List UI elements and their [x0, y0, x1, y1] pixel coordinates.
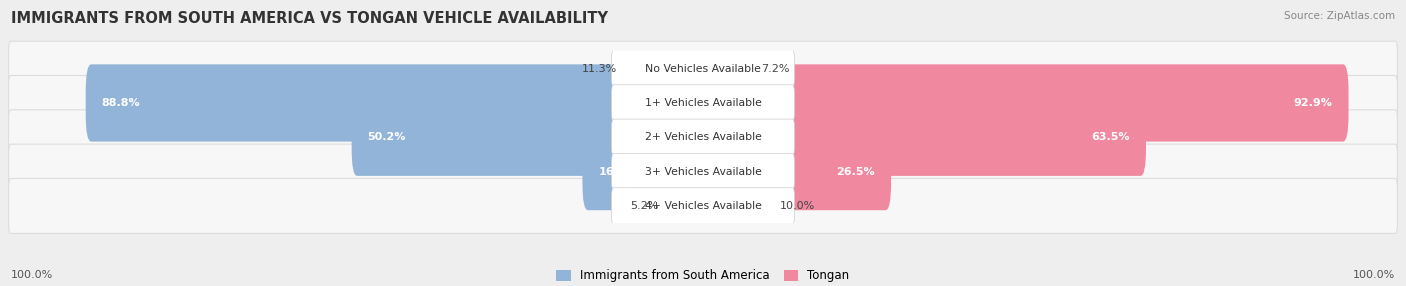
FancyBboxPatch shape — [697, 30, 758, 107]
Text: 88.8%: 88.8% — [101, 98, 141, 108]
Text: 11.3%: 11.3% — [582, 64, 617, 74]
Text: 100.0%: 100.0% — [11, 270, 53, 280]
FancyBboxPatch shape — [8, 110, 1398, 165]
FancyBboxPatch shape — [697, 99, 1146, 176]
Text: 100.0%: 100.0% — [1353, 270, 1395, 280]
FancyBboxPatch shape — [8, 76, 1398, 130]
Text: No Vehicles Available: No Vehicles Available — [645, 64, 761, 74]
Text: 92.9%: 92.9% — [1294, 98, 1333, 108]
Text: 7.2%: 7.2% — [761, 64, 789, 74]
Text: 26.5%: 26.5% — [837, 167, 875, 176]
Legend: Immigrants from South America, Tongan: Immigrants from South America, Tongan — [557, 269, 849, 282]
FancyBboxPatch shape — [612, 85, 794, 121]
FancyBboxPatch shape — [697, 64, 1348, 142]
FancyBboxPatch shape — [8, 178, 1398, 233]
FancyBboxPatch shape — [697, 167, 778, 245]
FancyBboxPatch shape — [612, 50, 794, 87]
Text: 10.0%: 10.0% — [780, 201, 815, 211]
Text: Source: ZipAtlas.com: Source: ZipAtlas.com — [1284, 11, 1395, 21]
Text: 3+ Vehicles Available: 3+ Vehicles Available — [644, 167, 762, 176]
FancyBboxPatch shape — [612, 119, 794, 156]
Text: 5.2%: 5.2% — [630, 201, 659, 211]
Text: 2+ Vehicles Available: 2+ Vehicles Available — [644, 132, 762, 142]
FancyBboxPatch shape — [8, 144, 1398, 199]
FancyBboxPatch shape — [612, 188, 794, 224]
Text: 16.7%: 16.7% — [599, 167, 637, 176]
Text: 63.5%: 63.5% — [1091, 132, 1130, 142]
FancyBboxPatch shape — [352, 99, 709, 176]
FancyBboxPatch shape — [620, 30, 709, 107]
FancyBboxPatch shape — [8, 41, 1398, 96]
Text: 1+ Vehicles Available: 1+ Vehicles Available — [644, 98, 762, 108]
FancyBboxPatch shape — [612, 153, 794, 190]
FancyBboxPatch shape — [662, 167, 709, 245]
FancyBboxPatch shape — [582, 133, 709, 210]
FancyBboxPatch shape — [697, 133, 891, 210]
FancyBboxPatch shape — [86, 64, 709, 142]
Text: IMMIGRANTS FROM SOUTH AMERICA VS TONGAN VEHICLE AVAILABILITY: IMMIGRANTS FROM SOUTH AMERICA VS TONGAN … — [11, 11, 609, 26]
Text: 50.2%: 50.2% — [367, 132, 406, 142]
Text: 4+ Vehicles Available: 4+ Vehicles Available — [644, 201, 762, 211]
